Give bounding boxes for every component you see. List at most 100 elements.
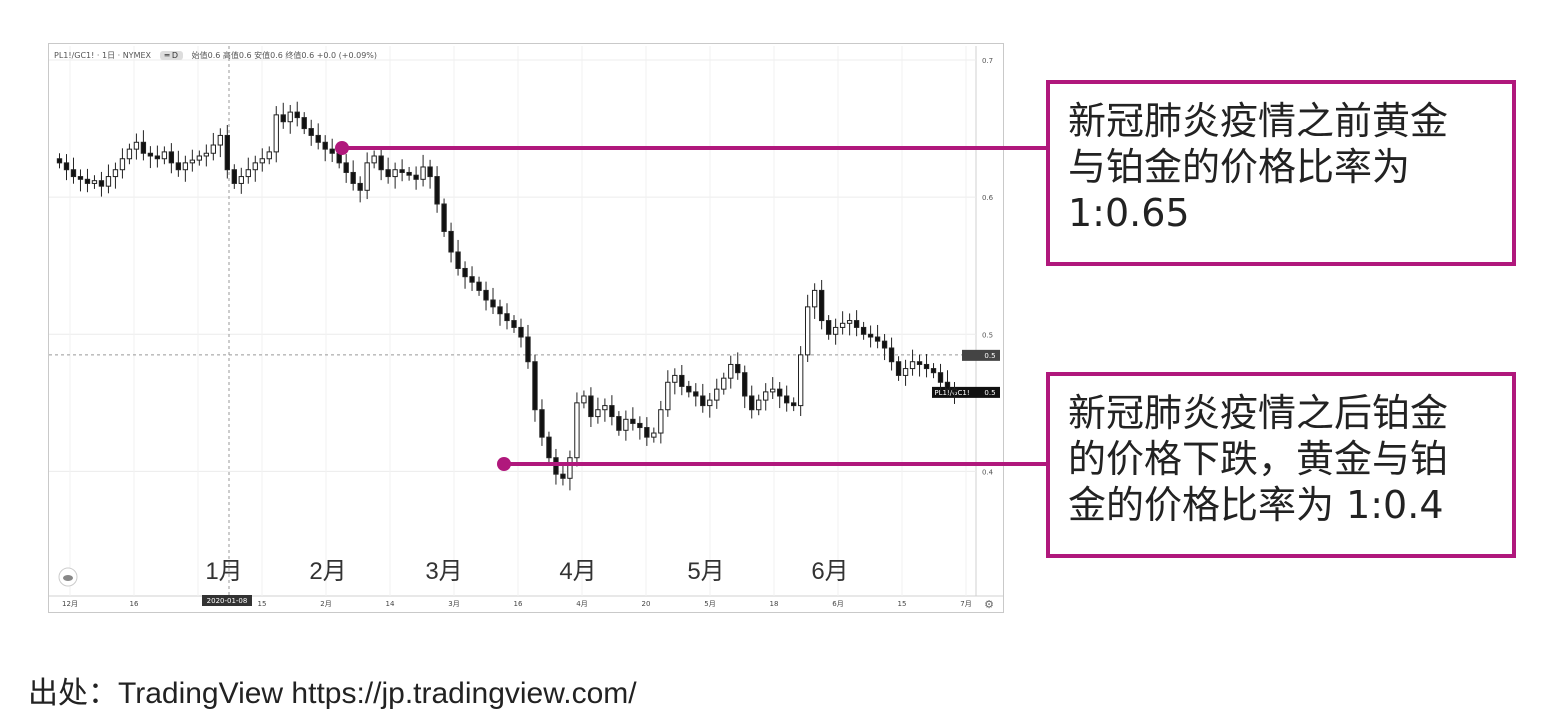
y-tick-label: 0.4 <box>982 468 994 476</box>
annotation-line: 的价格下跌，黄金与铂 <box>1068 437 1449 481</box>
candle-body <box>616 416 622 431</box>
marker-after-covid <box>497 457 511 471</box>
candle-body <box>294 111 300 119</box>
candle-body <box>777 388 783 397</box>
candle-body <box>154 155 161 160</box>
candle-body <box>756 399 762 411</box>
candle-body <box>343 162 349 173</box>
candle-body <box>686 385 692 393</box>
annotation-line: 1:0.65 <box>1068 191 1190 235</box>
candle-body <box>560 473 566 479</box>
y-tick-label: 0.5 <box>982 331 993 339</box>
candle-body <box>714 388 720 401</box>
candle-body <box>462 267 468 278</box>
candle-body <box>182 162 189 171</box>
candle-body <box>818 289 825 322</box>
overlay-layer <box>335 141 1046 471</box>
candle-body <box>497 306 503 315</box>
cloud-shape <box>63 575 73 581</box>
candle-body <box>742 372 748 397</box>
x-tick-label: 4月 <box>576 600 587 608</box>
candle-body <box>126 148 133 160</box>
candle-body <box>168 151 175 164</box>
month-label: 3月 <box>425 558 462 585</box>
x-tick-label: 15 <box>258 600 267 608</box>
candle-body <box>763 391 769 401</box>
candle-body <box>420 166 426 180</box>
candle-body <box>770 388 776 393</box>
candle-body <box>259 158 265 164</box>
candle-body <box>539 409 545 438</box>
candle-body <box>665 381 671 411</box>
candle-body <box>63 162 70 171</box>
source-caption: 出处：TradingView https://jp.tradingview.co… <box>28 677 637 710</box>
candle-body <box>798 354 804 407</box>
candle-body <box>511 320 517 328</box>
candle-body <box>700 395 706 407</box>
candle-body <box>364 162 370 191</box>
candle-body <box>175 162 182 171</box>
candle-body <box>217 134 223 146</box>
month-label: 6月 <box>811 558 848 585</box>
candle-body <box>811 289 818 308</box>
candle-body <box>504 313 510 322</box>
candle-body <box>574 402 580 459</box>
candle-body <box>196 155 203 161</box>
candle-body <box>399 169 405 173</box>
candle-body <box>749 395 755 411</box>
ohlc-readout: 始值0.6 高值0.6 安值0.6 终值0.6 +0.0 (+0.09%) <box>191 51 378 60</box>
candle-layer <box>56 101 958 491</box>
x-tick-label: 15 <box>898 600 907 608</box>
candle-body <box>70 169 77 178</box>
candle-body <box>77 176 84 180</box>
candle-body <box>392 169 398 178</box>
candle-body <box>728 363 734 379</box>
candle-body <box>266 151 272 160</box>
candle-body <box>630 418 636 424</box>
candle-body <box>881 340 888 349</box>
series-tag-bg <box>932 386 1000 398</box>
candle-body <box>287 111 293 123</box>
month-label: 1月 <box>205 558 242 585</box>
candle-body <box>902 368 909 376</box>
candle-body <box>825 320 832 335</box>
candle-body <box>658 409 664 434</box>
candle-body <box>455 251 461 269</box>
candle-body <box>189 159 196 164</box>
candle-body <box>518 326 524 338</box>
candle-body <box>672 374 678 383</box>
month-label: 5月 <box>687 558 724 585</box>
x-tick-label: 5月 <box>704 600 715 608</box>
candle-body <box>140 141 147 154</box>
candle-body <box>133 141 140 150</box>
candle-body <box>693 391 699 397</box>
candle-body <box>476 281 482 291</box>
candle-body <box>525 336 531 363</box>
month-label: 4月 <box>559 558 596 585</box>
x-tick-label: 16 <box>514 600 523 608</box>
chart-frame <box>48 43 1004 613</box>
candle-body <box>98 180 105 187</box>
candle-body <box>609 405 615 418</box>
candle-body <box>860 326 867 335</box>
candle-body <box>329 148 335 154</box>
candle-body <box>853 320 860 328</box>
candle-body <box>923 363 930 370</box>
candle-body <box>623 418 629 431</box>
candle-body <box>532 361 538 411</box>
candle-body <box>567 457 573 479</box>
candle-body <box>916 361 923 365</box>
candle-body <box>91 180 98 184</box>
candle-body <box>308 128 314 136</box>
x-tick-label: 20 <box>642 600 651 608</box>
annotation-before-covid: 新冠肺炎疫情之前黄金 与铂金的价格比率为 1:0.65 <box>1046 80 1516 266</box>
candle-body <box>119 158 126 171</box>
grid-layer: 0.7 0.6 0.5 0.4 12月 16 15 2月 14 3月 16 4月 20 5月 18 6月 15 7… <box>49 46 1003 611</box>
candle-body <box>909 361 916 370</box>
candle-body <box>581 395 587 404</box>
interval-chip[interactable]: ═ D <box>159 51 184 60</box>
candle-body <box>231 169 237 184</box>
x-tick-label: 16 <box>130 600 139 608</box>
candle-body <box>895 361 902 376</box>
chart-header: PL1!/GC1! · 1日 · NYMEX ═ D 始值0.6 高值0.6 安… <box>54 50 377 61</box>
